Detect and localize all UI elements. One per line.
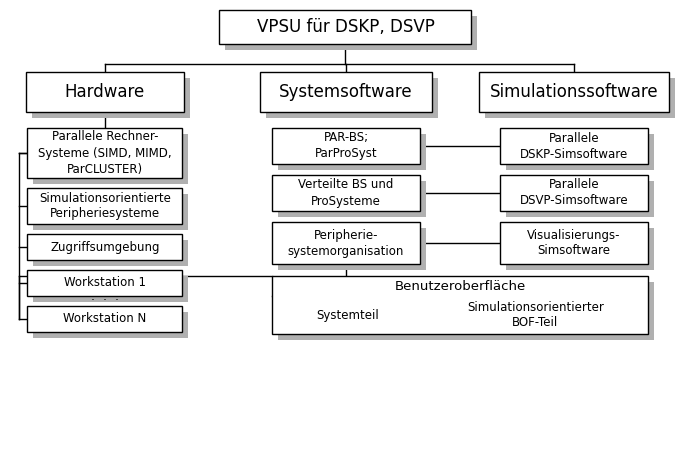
Bar — [479, 72, 669, 112]
Text: Simulationssoftware: Simulationssoftware — [490, 83, 659, 101]
Text: Hardware: Hardware — [65, 83, 145, 101]
Bar — [500, 222, 648, 264]
Text: ·  ·  ·: · · · — [91, 295, 119, 308]
Text: Parallele Rechner-
Systeme (SIMD, MIMD,
ParCLUSTER): Parallele Rechner- Systeme (SIMD, MIMD, … — [38, 130, 172, 175]
Text: Zugriffsumgebung: Zugriffsumgebung — [50, 241, 160, 254]
Text: Verteilte BS und
ProSysteme: Verteilte BS und ProSysteme — [299, 179, 394, 207]
Text: PAR-BS;
ParProSyst: PAR-BS; ParProSyst — [314, 131, 377, 160]
Bar — [278, 181, 426, 217]
Bar — [225, 16, 477, 50]
Bar — [220, 10, 471, 44]
Bar — [278, 228, 426, 270]
Bar — [28, 234, 182, 260]
Bar — [26, 72, 184, 112]
Bar — [32, 78, 190, 118]
Bar — [33, 312, 189, 338]
Bar — [500, 128, 648, 164]
Text: VPSU für DSKP, DSVP: VPSU für DSKP, DSVP — [256, 18, 435, 36]
Text: Simulationsorientierter
BOF-Teil: Simulationsorientierter BOF-Teil — [466, 301, 604, 329]
Bar — [33, 194, 189, 230]
Text: Simulationsorientierte
Peripheriesysteme: Simulationsorientierte Peripheriesysteme — [39, 191, 171, 220]
Bar — [28, 306, 182, 332]
Bar — [260, 72, 432, 112]
Bar — [278, 134, 426, 170]
Bar — [278, 282, 654, 340]
Text: Parallele
DSKP-Simsoftware: Parallele DSKP-Simsoftware — [520, 131, 628, 160]
Text: Workstation N: Workstation N — [64, 312, 146, 325]
Bar — [485, 78, 675, 118]
Text: Systemsoftware: Systemsoftware — [279, 83, 413, 101]
Bar — [28, 128, 182, 178]
Text: Visualisierungs-
Simsoftware: Visualisierungs- Simsoftware — [527, 228, 621, 257]
Bar — [28, 270, 182, 296]
Bar — [33, 134, 189, 184]
Bar — [272, 276, 648, 334]
Bar — [266, 78, 438, 118]
Bar — [272, 128, 420, 164]
Bar — [272, 175, 420, 211]
Bar — [500, 175, 648, 211]
Bar — [272, 222, 420, 264]
Text: Workstation 1: Workstation 1 — [64, 277, 146, 289]
Text: Parallele
DSVP-Simsoftware: Parallele DSVP-Simsoftware — [520, 179, 628, 207]
Bar — [33, 240, 189, 266]
Bar — [506, 228, 654, 270]
Bar — [506, 181, 654, 217]
Text: Systemteil: Systemteil — [316, 309, 379, 322]
Text: Peripherie-
systemorganisation: Peripherie- systemorganisation — [288, 228, 404, 257]
Bar — [506, 134, 654, 170]
Text: Benutzeroberfläche: Benutzeroberfläche — [395, 280, 526, 293]
Bar — [28, 188, 182, 224]
Bar — [33, 276, 189, 302]
